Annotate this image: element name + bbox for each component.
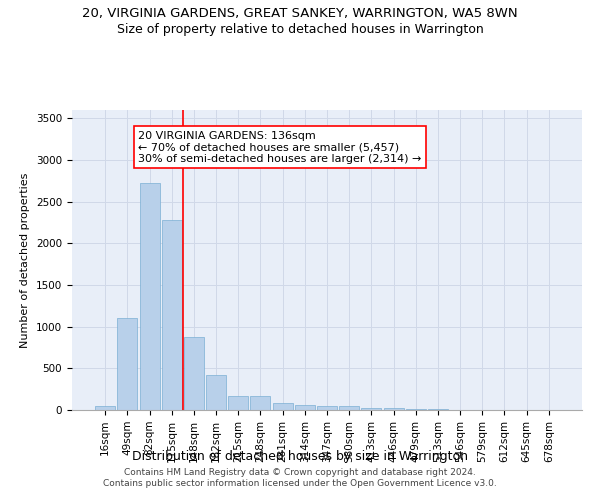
- Bar: [140, 182, 160, 410]
- Bar: [118, 318, 137, 410]
- Bar: [184, 336, 204, 410]
- Text: 20, VIRGINIA GARDENS, GREAT SANKEY, WARRINGTON, WA5 8WN: 20, VIRGINIA GARDENS, GREAT SANKEY, WARR…: [82, 8, 518, 20]
- Text: Size of property relative to detached houses in Warrington: Size of property relative to detached ho…: [116, 22, 484, 36]
- Bar: [228, 396, 248, 410]
- Bar: [406, 409, 426, 410]
- Bar: [272, 402, 293, 410]
- Bar: [95, 406, 115, 410]
- Text: Contains HM Land Registry data © Crown copyright and database right 2024.
Contai: Contains HM Land Registry data © Crown c…: [103, 468, 497, 487]
- Bar: [162, 220, 182, 410]
- Bar: [383, 408, 404, 410]
- Bar: [317, 406, 337, 410]
- Text: Distribution of detached houses by size in Warrington: Distribution of detached houses by size …: [132, 450, 468, 463]
- Bar: [361, 408, 382, 410]
- Bar: [250, 396, 271, 410]
- Bar: [206, 375, 226, 410]
- Bar: [295, 405, 315, 410]
- Bar: [339, 406, 359, 410]
- Text: 20 VIRGINIA GARDENS: 136sqm
← 70% of detached houses are smaller (5,457)
30% of : 20 VIRGINIA GARDENS: 136sqm ← 70% of det…: [139, 131, 422, 164]
- Y-axis label: Number of detached properties: Number of detached properties: [20, 172, 31, 348]
